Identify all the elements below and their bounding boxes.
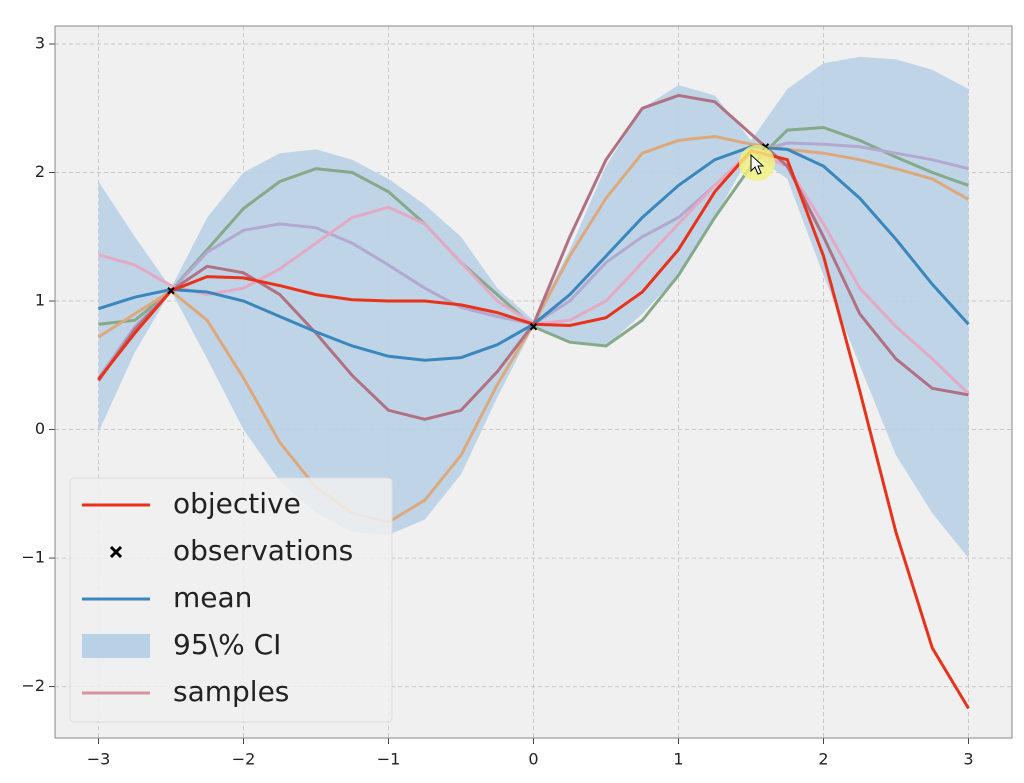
legend-label: 95\% CI <box>173 628 281 661</box>
legend-label: objective <box>173 487 301 520</box>
x-tick-label: 0 <box>528 750 538 769</box>
x-tick-label: −3 <box>87 750 111 769</box>
legend-box <box>69 477 393 723</box>
plot-layer <box>55 26 1012 738</box>
legend-handle <box>82 634 150 658</box>
y-tick-label: 0 <box>35 419 45 438</box>
legend: objective observations mean 95\% CI samples <box>69 477 393 723</box>
observation-marker <box>167 287 175 295</box>
legend-handle <box>109 545 123 559</box>
x-tick-label: 3 <box>963 750 973 769</box>
mouse-cursor <box>750 153 765 175</box>
observation-marker <box>529 323 538 331</box>
legend-label: observations <box>173 534 353 567</box>
y-tick-label: −1 <box>21 548 45 567</box>
legend-label: mean <box>173 581 252 614</box>
ci-band <box>98 56 969 559</box>
legend-label: samples <box>173 675 289 708</box>
y-tick-label: −2 <box>21 676 45 695</box>
y-tick-label: 2 <box>35 162 45 181</box>
series-line <box>97 149 970 710</box>
x-tick-label: 2 <box>818 750 828 769</box>
y-tick-label: 1 <box>35 291 45 310</box>
x-tick-label: 1 <box>673 750 683 769</box>
x-tick-label: −1 <box>377 750 401 769</box>
y-tick-label: 3 <box>35 33 45 52</box>
x-tick-label: −2 <box>232 750 256 769</box>
axes-frame <box>54 25 1013 739</box>
